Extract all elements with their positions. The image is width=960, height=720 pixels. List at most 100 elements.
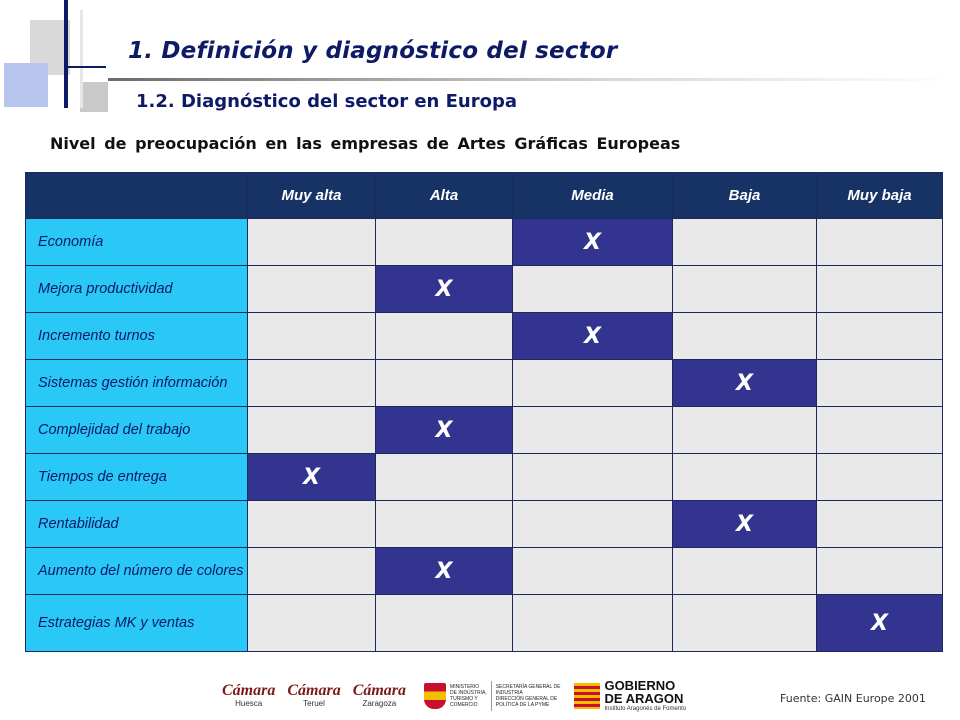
secretaria-line: INDUSTRIA <box>495 690 523 696</box>
table-row: Aumento del número de colores X <box>25 547 943 595</box>
empty-cell <box>672 453 817 501</box>
empty-cell <box>247 218 376 266</box>
empty-cell <box>672 218 817 266</box>
empty-cell <box>375 594 513 652</box>
empty-cell <box>816 406 943 454</box>
spain-shield-icon <box>424 683 447 709</box>
empty-cell <box>247 312 376 360</box>
row-label: Estrategias MK y ventas <box>25 594 248 652</box>
concern-mark-cell: X <box>247 453 376 501</box>
empty-cell <box>816 547 943 595</box>
row-label: Incremento turnos <box>25 312 248 360</box>
table-row: Rentabilidad X <box>25 500 943 548</box>
empty-cell <box>512 500 673 548</box>
column-header-alta: Alta <box>375 172 513 219</box>
empty-cell <box>512 547 673 595</box>
page-title: 1. Definición y diagnóstico del sector <box>128 38 618 64</box>
decor-line-horizontal <box>66 66 106 68</box>
decor-line-vertical <box>64 0 68 108</box>
concern-mark-cell: X <box>672 359 817 407</box>
row-label: Rentabilidad <box>25 500 248 548</box>
empty-cell <box>512 406 673 454</box>
secretaria-line: SECRETARÍA GENERAL DE <box>495 684 561 690</box>
sponsor-logos: Cámara Huesca Cámara Teruel Cámara Zarag… <box>222 676 686 716</box>
table-row: Sistemas gestión información X <box>25 359 943 407</box>
concern-mark-cell: X <box>512 218 673 266</box>
row-label: Mejora productividad <box>25 265 248 313</box>
empty-cell <box>247 265 376 313</box>
table-row: Complejidad del trabajo X <box>25 406 943 454</box>
column-header-media: Media <box>512 172 673 219</box>
column-header-baja: Baja <box>672 172 817 219</box>
empty-cell <box>816 500 943 548</box>
camara-word: Cámara <box>287 682 341 699</box>
empty-cell <box>512 265 673 313</box>
concern-mark-cell: X <box>375 406 513 454</box>
page-subtitle: 1.2. Diagnóstico del sector en Europa <box>136 91 518 112</box>
row-label: Economía <box>25 218 248 266</box>
empty-cell <box>672 547 817 595</box>
empty-cell <box>247 406 376 454</box>
ministerio-line: MINISTERIO <box>450 684 480 690</box>
empty-cell <box>247 547 376 595</box>
empty-cell <box>672 406 817 454</box>
ministerio-line: COMERCIO <box>450 702 478 708</box>
empty-cell <box>512 359 673 407</box>
decor-line-light <box>80 10 83 108</box>
gobierno-line: GOBIERNO <box>604 678 676 693</box>
empty-cell <box>247 594 376 652</box>
empty-cell <box>247 500 376 548</box>
gobierno-line: DE ARAGON <box>604 691 684 706</box>
concern-mark-cell: X <box>816 594 943 652</box>
table-row: Incremento turnos X <box>25 312 943 360</box>
empty-cell <box>375 312 513 360</box>
gobierno-aragon-logo: GOBIERNO DE ARAGON Instituto Aragonés de… <box>574 679 686 713</box>
secretaria-line: DIRECCIÓN GENERAL DE <box>495 696 558 702</box>
table-corner-cell <box>25 172 248 219</box>
concern-mark-cell: X <box>512 312 673 360</box>
concern-level-table: Muy alta Alta Media Baja Muy baja Econom… <box>25 172 943 652</box>
ministerio-text: MINISTERIO DE INDUSTRIA, TURISMO Y COMER… <box>450 684 487 708</box>
empty-cell <box>672 265 817 313</box>
table-row: Mejora productividad X <box>25 265 943 313</box>
aragon-flag-icon <box>574 683 601 709</box>
table-row: Tiempos de entrega X <box>25 453 943 501</box>
empty-cell <box>816 218 943 266</box>
ministerio-line: TURISMO Y <box>450 696 478 702</box>
camara-zaragoza-logo: Cámara Zaragoza <box>353 683 406 709</box>
camara-teruel-logo: Cámara Teruel <box>287 683 340 709</box>
empty-cell <box>512 453 673 501</box>
source-note: Fuente: GAIN Europe 2001 <box>780 692 926 705</box>
ministerio-logo: MINISTERIO DE INDUSTRIA, TURISMO Y COMER… <box>424 681 560 711</box>
empty-cell <box>375 500 513 548</box>
empty-cell <box>375 453 513 501</box>
camara-word: Cámara <box>222 682 276 699</box>
camara-word: Cámara <box>352 682 407 699</box>
title-underline <box>108 78 958 81</box>
column-header-muy-alta: Muy alta <box>247 172 376 219</box>
concern-mark-cell: X <box>375 547 513 595</box>
row-label: Complejidad del trabajo <box>25 406 248 454</box>
camara-city: Teruel <box>303 699 325 708</box>
gobierno-subtitle: Instituto Aragonés de Fomento <box>604 706 687 712</box>
row-label: Sistemas gestión información <box>25 359 248 407</box>
empty-cell <box>672 312 817 360</box>
gobierno-text: GOBIERNO DE ARAGON Instituto Aragonés de… <box>604 679 686 713</box>
secretaria-text: SECRETARÍA GENERAL DE INDUSTRIA DIRECCIÓ… <box>496 684 561 708</box>
table-header-row: Muy alta Alta Media Baja Muy baja <box>25 172 943 219</box>
ministerio-line: DE INDUSTRIA, <box>450 690 487 696</box>
concern-mark-cell: X <box>672 500 817 548</box>
table-row: Estrategias MK y ventas X <box>25 594 943 652</box>
table-title: Nivel de preocupación en las empresas de… <box>50 134 681 153</box>
secretaria-line: POLÍTICA DE LA PYME <box>495 702 550 708</box>
camara-huesca-logo: Cámara Huesca <box>222 683 275 709</box>
empty-cell <box>816 265 943 313</box>
camara-city: Zaragoza <box>362 699 397 708</box>
empty-cell <box>375 359 513 407</box>
empty-cell <box>247 359 376 407</box>
row-label: Tiempos de entrega <box>25 453 248 501</box>
column-header-muy-baja: Muy baja <box>816 172 943 219</box>
empty-cell <box>816 453 943 501</box>
empty-cell <box>816 359 943 407</box>
empty-cell <box>512 594 673 652</box>
